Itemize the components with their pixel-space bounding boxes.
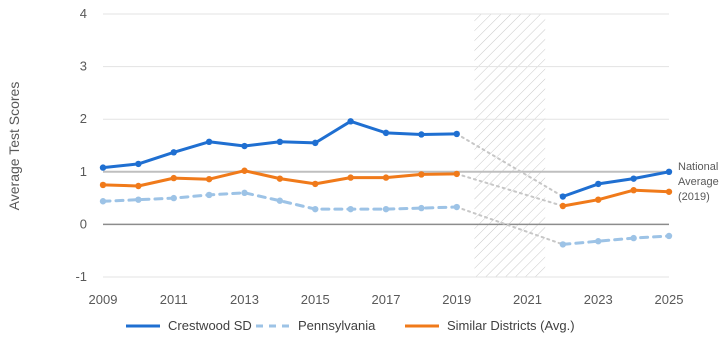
series-line-crestwood-sd-part-2 [561,170,671,198]
pandemic-gap-shading [474,14,546,277]
data-point-similar-districts-avg [347,174,354,181]
data-point-pennsylvania [241,189,248,197]
data-point-similar-districts-avg [418,171,425,178]
x-tick-label: 2023 [584,292,613,307]
data-point-pennsylvania [276,197,284,204]
series-line-similar-districts-avg-part-2 [561,188,671,208]
data-point-pennsylvania [99,198,107,205]
reference-label-line-2: Average [678,176,719,188]
data-point-similar-districts-avg [595,196,602,203]
data-point-similar-districts-avg [382,174,390,181]
data-point-crestwood-sd [205,138,213,146]
legend: Crestwood SD Pennsylvania Similar District… [126,318,575,333]
x-tick-label: 2017 [372,292,401,307]
data-point-similar-districts-avg [665,188,673,195]
data-point-similar-districts-avg [312,180,319,188]
series-line-pennsylvania-part-2 [561,234,671,246]
data-point-crestwood-sd [382,129,390,137]
data-point-crestwood-sd [347,118,354,125]
x-axis-ticks: 2009 2011 2013 2015 2017 2019 2021 2023 2025 [89,292,684,307]
data-point-similar-districts-avg [630,187,637,194]
gridlines [103,13,669,278]
data-point-crestwood-sd [595,180,602,188]
data-point-pennsylvania [595,238,602,245]
gap-hatch-area [474,14,546,277]
data-point-crestwood-sd [135,160,142,168]
reference-label-line-3: (2019) [678,191,710,203]
y-tick-label: 4 [80,6,87,21]
data-point-crestwood-sd [99,164,107,171]
data-point-crestwood-sd [241,142,248,150]
data-point-pennsylvania [205,191,213,199]
data-point-similar-districts-avg [205,175,213,183]
y-tick-label: 3 [80,59,87,74]
y-tick-label: 2 [80,111,87,126]
y-tick-label: -1 [75,269,87,284]
y-axis-ticks: -1 0 1 2 3 4 [75,6,87,284]
data-point-pennsylvania [453,203,460,211]
x-tick-label: 2019 [442,292,471,307]
data-point-pennsylvania [665,232,673,240]
gap-connector-pennsylvania [455,206,564,246]
legend-label: Crestwood SD [168,318,252,333]
series-line-pennsylvania-part-1 [101,191,459,211]
gap-connector-crestwood-sd [455,132,564,198]
x-tick-label: 2013 [230,292,259,307]
data-point-crestwood-sd [312,139,319,147]
data-point-pennsylvania [382,205,390,213]
data-point-similar-districts-avg [559,202,567,210]
data-point-pennsylvania [559,241,567,248]
legend-label: Pennsylvania [298,318,376,333]
data-point-similar-districts-avg [135,182,142,190]
data-point-pennsylvania [312,205,319,213]
data-point-crestwood-sd [418,131,425,138]
data-point-crestwood-sd [559,193,567,200]
gap-connectors [455,132,564,246]
reference-label-line-1: National [678,161,718,173]
data-point-pennsylvania [170,194,177,202]
data-point-pennsylvania [347,205,354,213]
gap-connector-similar-districts-avg [455,172,564,207]
data-point-pennsylvania [630,234,637,242]
data-point-crestwood-sd [170,149,177,156]
y-tick-label: 0 [80,216,87,231]
data-point-similar-districts-avg [276,175,284,182]
y-tick-label: 1 [80,164,87,179]
data-point-crestwood-sd [453,130,460,138]
legend-label: Similar Districts (Avg.) [447,318,575,333]
x-tick-label: 2025 [655,292,684,307]
data-points [99,118,673,248]
x-tick-label: 2015 [301,292,330,307]
series-lines [101,119,671,246]
data-point-crestwood-sd [630,175,637,182]
x-tick-label: 2009 [89,292,118,307]
data-point-crestwood-sd [276,138,284,146]
data-point-pennsylvania [418,204,425,212]
data-point-similar-districts-avg [170,174,177,182]
data-point-similar-districts-avg [99,181,107,189]
data-point-similar-districts-avg [241,167,248,174]
reference-line-label: National Average (2019) [678,161,722,203]
data-point-crestwood-sd [665,168,673,175]
x-tick-label: 2021 [513,292,542,307]
y-axis-title: Average Test Scores [6,82,22,211]
x-tick-label: 2011 [160,292,188,307]
data-point-similar-districts-avg [453,170,460,178]
data-point-pennsylvania [135,196,142,203]
